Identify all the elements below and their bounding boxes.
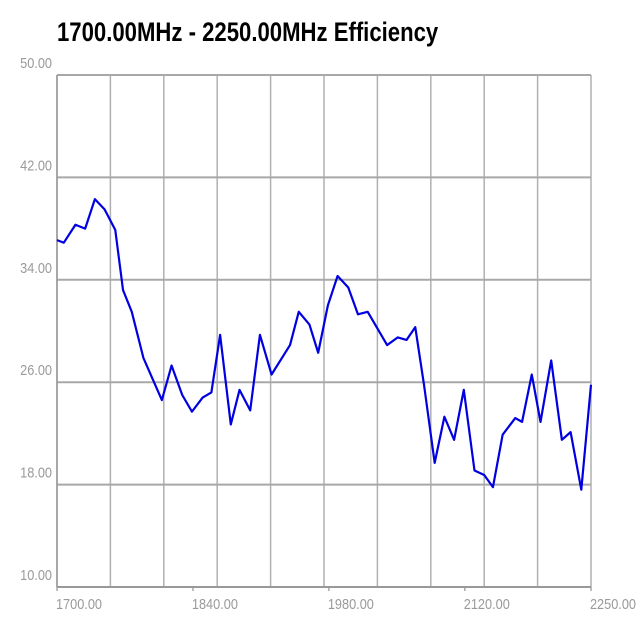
y-tick-label: 10.00	[20, 566, 52, 583]
y-tick-label: 26.00	[20, 361, 52, 378]
x-tick-label: 1980.00	[328, 595, 374, 612]
line-series	[56, 198, 593, 491]
y-tick-label: 50.00	[20, 54, 52, 71]
y-tick-label: 34.00	[20, 259, 52, 276]
y-tick-label: 42.00	[20, 156, 52, 173]
x-tick-label: 1840.00	[192, 595, 238, 612]
chart-title: 1700.00MHz - 2250.00MHz Efficiency	[57, 18, 438, 48]
x-tick-label: 1700.00	[56, 595, 102, 612]
y-tick-label: 18.00	[20, 464, 52, 481]
x-tick-label: 2120.00	[464, 595, 510, 612]
x-tick-label: 2250.00	[590, 595, 636, 612]
